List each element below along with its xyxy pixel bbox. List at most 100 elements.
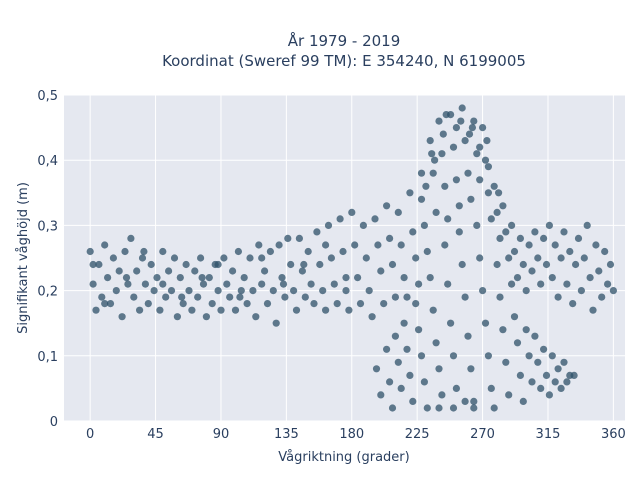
data-point (258, 254, 266, 262)
x-tick-label: 225 (405, 427, 430, 442)
data-point (426, 137, 434, 145)
data-point (487, 215, 495, 223)
data-point (412, 254, 420, 262)
data-point (316, 260, 324, 269)
data-point (400, 319, 408, 327)
data-point (106, 300, 115, 308)
data-point (304, 247, 312, 256)
data-point (236, 293, 244, 301)
data-point (470, 397, 478, 405)
data-point (452, 384, 460, 392)
data-point (423, 247, 431, 256)
data-point (330, 280, 338, 288)
y-tick-label: 0,3 (37, 219, 58, 234)
data-point (101, 241, 109, 249)
data-point (333, 300, 341, 308)
data-point (327, 254, 335, 262)
data-point (394, 208, 402, 216)
data-point (455, 228, 463, 236)
data-point (255, 241, 263, 249)
data-point (449, 352, 458, 360)
data-point (179, 300, 187, 308)
data-point (156, 306, 164, 314)
data-point (89, 280, 97, 288)
data-point (144, 300, 152, 308)
data-point (194, 293, 202, 301)
data-point (452, 176, 460, 184)
data-point (185, 287, 193, 295)
y-tick-label: 0,2 (37, 285, 58, 300)
data-point (420, 221, 428, 229)
data-point (435, 365, 443, 373)
data-point (574, 234, 583, 242)
data-point (372, 365, 381, 373)
data-point (345, 306, 353, 314)
data-point (476, 143, 484, 151)
data-point (537, 384, 545, 392)
data-point (136, 306, 144, 314)
data-point (292, 306, 301, 314)
data-point (432, 208, 440, 216)
data-point (557, 384, 565, 392)
data-point (133, 267, 141, 275)
data-point (461, 137, 469, 145)
data-point (261, 267, 269, 275)
data-point (519, 397, 527, 405)
data-point (431, 156, 439, 164)
data-point (109, 254, 117, 262)
data-point (153, 274, 161, 282)
data-point (243, 300, 251, 308)
data-point (502, 228, 510, 236)
data-point (359, 221, 367, 229)
data-point (354, 274, 362, 282)
data-point (266, 247, 274, 256)
data-point (362, 254, 370, 262)
data-point (493, 208, 501, 216)
x-axis-title: Vågriktning (grader) (278, 450, 409, 465)
data-point (412, 300, 420, 308)
data-point (429, 306, 437, 314)
data-point (138, 254, 147, 262)
data-point (388, 404, 397, 412)
data-point (420, 378, 428, 386)
data-point (505, 391, 513, 399)
data-point (98, 293, 106, 301)
data-point (586, 274, 594, 282)
data-point (322, 241, 330, 249)
data-point (386, 378, 394, 386)
data-point (542, 371, 551, 379)
data-point (383, 202, 391, 210)
data-point (275, 241, 283, 249)
data-point (508, 280, 516, 288)
data-point (258, 280, 266, 288)
data-point (388, 260, 397, 269)
data-point (551, 378, 559, 386)
y-tick-label: 0 (50, 415, 58, 430)
data-point (519, 260, 527, 269)
data-point (191, 267, 199, 275)
data-point (351, 241, 359, 249)
data-point (505, 254, 513, 262)
data-point (226, 293, 234, 301)
data-point (199, 280, 208, 288)
data-point (287, 260, 295, 269)
data-points (86, 104, 618, 412)
data-point (165, 267, 173, 275)
data-point (464, 169, 472, 177)
data-point (476, 254, 484, 262)
x-tick-label: 270 (470, 427, 495, 442)
data-point (499, 326, 507, 334)
data-point (441, 241, 449, 249)
data-point (545, 391, 554, 399)
data-point (290, 287, 298, 295)
data-point (240, 274, 248, 282)
data-point (457, 117, 465, 125)
data-point (473, 221, 481, 229)
data-point (272, 319, 280, 327)
data-point (342, 287, 350, 295)
data-point (452, 124, 460, 132)
data-point (513, 274, 522, 282)
tick-labels: 0 45 90 135 180 225 270 315 360 0 0,1 0,2 0,3 0,4 0,5 (37, 89, 625, 442)
y-tick-label: 0,5 (37, 89, 58, 104)
data-point (380, 300, 388, 308)
